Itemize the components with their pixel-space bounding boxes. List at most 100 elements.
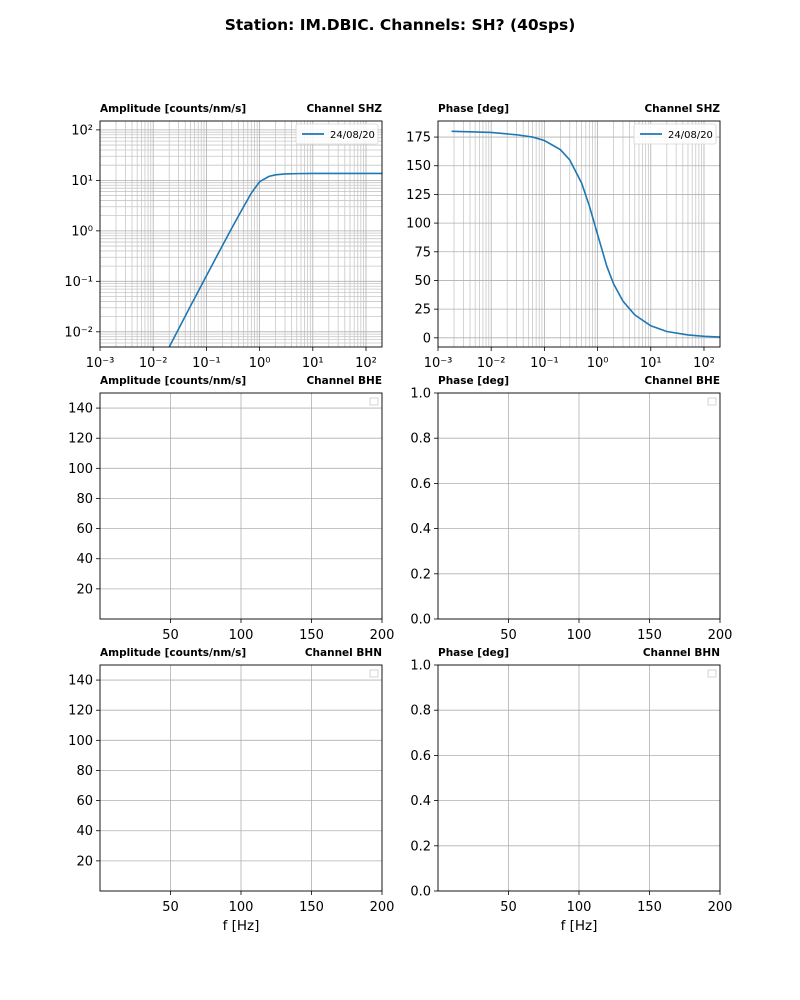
y-tick-label: 0.2 bbox=[410, 567, 431, 582]
x-tick-label: 10² bbox=[693, 356, 715, 371]
panel-title-left: Amplitude [counts/nm/s] bbox=[100, 647, 246, 659]
x-tick-label: 10¹ bbox=[640, 356, 662, 371]
x-tick-label: 150 bbox=[637, 900, 662, 915]
y-tick-label: 0.0 bbox=[410, 885, 431, 900]
panel-title-right: Channel SHZ bbox=[644, 103, 720, 115]
x-tick-label: 50 bbox=[500, 900, 517, 915]
x-tick-label: 10⁻³ bbox=[86, 356, 115, 371]
grid bbox=[438, 393, 720, 619]
y-tick-label: 10² bbox=[71, 123, 93, 138]
x-tick-label: 50 bbox=[500, 628, 517, 643]
axes-frame bbox=[99, 120, 383, 348]
x-tick-label: 150 bbox=[299, 628, 324, 643]
y-tick-label: 0.0 bbox=[410, 613, 431, 628]
panel-title-right: Channel BHN bbox=[643, 647, 720, 659]
x-tick-label: 100 bbox=[567, 900, 592, 915]
x-tick-label: 100 bbox=[567, 628, 592, 643]
panel-2: 10⁻³ 10⁻² 10⁻¹ 10⁰ 10¹ 10² 0 25 50 75 100 125 150 175… bbox=[406, 103, 721, 371]
y-tick-label: 10⁰ bbox=[71, 224, 93, 239]
x-tick-label: 10⁻³ bbox=[424, 356, 453, 371]
y-tick-label: 0.6 bbox=[410, 749, 431, 764]
legend-box-empty bbox=[707, 669, 717, 678]
x-tick-label: 150 bbox=[299, 900, 324, 915]
y-tick-label: 20 bbox=[76, 854, 93, 869]
y-tick-label: 0 bbox=[423, 331, 431, 346]
y-tick-label: 10¹ bbox=[71, 174, 93, 189]
y-tick-label: 75 bbox=[414, 245, 431, 260]
y-tick-label: 40 bbox=[76, 824, 93, 839]
x-tick-label: 200 bbox=[708, 900, 733, 915]
y-tick-label: 40 bbox=[76, 552, 93, 567]
y-tick-label: 120 bbox=[68, 704, 93, 719]
y-tick-label: 140 bbox=[68, 402, 93, 417]
legend-box-empty bbox=[369, 397, 379, 406]
legend-box bbox=[295, 123, 379, 145]
y-tick-label: 125 bbox=[406, 188, 431, 203]
y-tick-label: 0.8 bbox=[410, 432, 431, 447]
legend-label: 24/08/20 bbox=[330, 130, 375, 141]
x-tick-label: 150 bbox=[637, 628, 662, 643]
panel-title-left: Amplitude [counts/nm/s] bbox=[100, 103, 246, 115]
axes-frame bbox=[437, 120, 721, 348]
panel-title-left: Phase [deg] bbox=[438, 375, 509, 387]
legend-box-empty bbox=[369, 669, 379, 678]
panel-4: 50 100 150 200 0.0 0.2 0.4 0.6 0.8 1.0 Phase [deg]… bbox=[410, 375, 732, 643]
grid bbox=[100, 393, 382, 619]
y-tick-label: 80 bbox=[76, 492, 93, 507]
x-tick-label: 200 bbox=[370, 628, 395, 643]
y-tick-label: 10⁻² bbox=[64, 325, 93, 340]
x-axis-label: f [Hz] bbox=[223, 918, 260, 934]
x-tick-label: 10⁻¹ bbox=[192, 356, 221, 371]
y-tick-label: 0.8 bbox=[410, 704, 431, 719]
x-tick-label: 10⁰ bbox=[587, 356, 609, 371]
y-tick-label: 0.2 bbox=[410, 839, 431, 854]
y-tick-label: 25 bbox=[414, 303, 431, 318]
x-tick-label: 50 bbox=[162, 900, 179, 915]
y-tick-label: 150 bbox=[406, 159, 431, 174]
legend-box bbox=[633, 123, 717, 145]
y-tick-label: 100 bbox=[406, 217, 431, 232]
y-tick-label: 100 bbox=[68, 734, 93, 749]
panel-title-left: Phase [deg] bbox=[438, 647, 509, 659]
series-line-1 bbox=[168, 172, 382, 347]
y-tick-label: 100 bbox=[68, 462, 93, 477]
panel-5: 50 100 150 200 20 40 60 80 100 120 140 Amplitude [c… bbox=[68, 647, 394, 934]
y-tick-label: 60 bbox=[76, 522, 93, 537]
x-tick-label: 10¹ bbox=[302, 356, 324, 371]
panel-title-left: Phase [deg] bbox=[438, 103, 509, 115]
panel-title-right: Channel BHN bbox=[305, 647, 382, 659]
y-tick-label: 175 bbox=[406, 131, 431, 146]
x-tick-label: 200 bbox=[370, 900, 395, 915]
y-tick-label: 20 bbox=[76, 582, 93, 597]
panel-3: 50 100 150 200 20 40 60 80 100 120 140 Amplitude [c… bbox=[68, 375, 394, 643]
y-tick-label: 0.4 bbox=[410, 794, 431, 809]
grid bbox=[100, 121, 382, 347]
y-tick-label: 0.6 bbox=[410, 477, 431, 492]
x-tick-label: 10⁻² bbox=[139, 356, 168, 371]
x-tick-label: 10² bbox=[355, 356, 377, 371]
panel-title-right: Channel BHE bbox=[644, 375, 720, 387]
y-tick-label: 120 bbox=[68, 432, 93, 447]
x-tick-label: 10⁰ bbox=[249, 356, 271, 371]
x-tick-label: 10⁻² bbox=[477, 356, 506, 371]
y-tick-label: 50 bbox=[414, 274, 431, 289]
legend-box-empty bbox=[707, 397, 717, 406]
grid bbox=[100, 665, 382, 891]
grid bbox=[438, 665, 720, 891]
x-tick-label: 200 bbox=[708, 628, 733, 643]
panel-6: 50 100 150 200 0.0 0.2 0.4 0.6 0.8 1.0 Phase [deg]… bbox=[410, 647, 732, 934]
grid bbox=[438, 121, 720, 347]
y-tick-label: 1.0 bbox=[410, 659, 431, 674]
x-tick-label: 10⁻¹ bbox=[530, 356, 559, 371]
x-tick-label: 100 bbox=[229, 628, 254, 643]
y-tick-label: 140 bbox=[68, 674, 93, 689]
y-tick-label: 1.0 bbox=[410, 387, 431, 402]
series-line-1 bbox=[451, 130, 720, 338]
x-tick-label: 50 bbox=[162, 628, 179, 643]
panel-1: 10⁻³ 10⁻² 10⁻¹ 10⁰ 10¹ 10² 10⁻² 10⁻¹ 10⁰ 10¹ 10² Am… bbox=[64, 103, 383, 371]
legend: 24/08/20 bbox=[633, 123, 717, 145]
panel-title-right: Channel BHE bbox=[306, 375, 382, 387]
y-tick-label: 60 bbox=[76, 794, 93, 809]
panel-title-right: Channel SHZ bbox=[306, 103, 382, 115]
